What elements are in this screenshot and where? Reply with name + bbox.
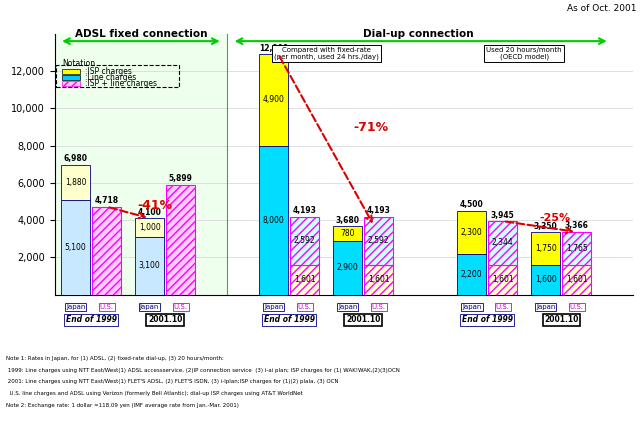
Text: 2001.10: 2001.10: [544, 315, 579, 324]
Text: Note 1: Rates in Japan, for (1) ADSL, (2) fixed-rate dial-up, (3) 20 hours/month: Note 1: Rates in Japan, for (1) ADSL, (2…: [6, 356, 224, 361]
Text: 3,100: 3,100: [139, 261, 161, 270]
Bar: [55, 34, 227, 295]
Text: End of 1999: End of 1999: [66, 315, 116, 324]
Text: :ISP charges: :ISP charges: [85, 67, 132, 76]
Text: 2001.10: 2001.10: [346, 315, 381, 324]
Text: U.S.: U.S.: [496, 304, 510, 310]
Bar: [61, 200, 90, 295]
Text: 1,601: 1,601: [368, 275, 390, 284]
Bar: [61, 165, 90, 200]
Text: -25%: -25%: [539, 213, 571, 223]
Text: 8,000: 8,000: [263, 216, 285, 225]
Text: Japan: Japan: [462, 304, 482, 310]
Text: U.S.: U.S.: [570, 304, 584, 310]
Text: 4,500: 4,500: [460, 200, 484, 209]
Text: 5,899: 5,899: [168, 174, 192, 183]
Bar: [562, 232, 592, 265]
Bar: [457, 211, 486, 254]
Text: Notation: Notation: [62, 59, 95, 68]
Bar: [364, 265, 394, 295]
Text: 2,200: 2,200: [461, 270, 483, 279]
Text: 1,880: 1,880: [65, 178, 86, 187]
Text: Used 20 hours/month
(OECD model): Used 20 hours/month (OECD model): [487, 47, 562, 60]
Text: Compared with fixed-rate
(per month, used 24 hrs./day): Compared with fixed-rate (per month, use…: [274, 47, 379, 60]
Text: 5,100: 5,100: [65, 242, 87, 252]
Text: As of Oct. 2001: As of Oct. 2001: [567, 4, 637, 13]
Bar: [166, 185, 195, 295]
Text: U.S.: U.S.: [174, 304, 188, 310]
Text: 2,344: 2,344: [492, 239, 514, 248]
Text: 780: 780: [340, 229, 355, 238]
Text: 3,350: 3,350: [534, 222, 557, 231]
Text: 4,900: 4,900: [263, 96, 285, 104]
Text: Japan: Japan: [338, 304, 358, 310]
Text: Japan: Japan: [66, 304, 86, 310]
Text: 1,601: 1,601: [566, 275, 588, 284]
Text: 2001: Line charges using NTT East/West(1) FLET'S ADSL, (2) FLET'S ISDN, (3) i-lp: 2001: Line charges using NTT East/West(1…: [6, 379, 339, 384]
Text: 1,765: 1,765: [566, 244, 588, 253]
Text: 1,750: 1,750: [535, 244, 557, 253]
Text: 1,601: 1,601: [492, 275, 514, 284]
Bar: [62, 75, 80, 80]
Bar: [259, 146, 288, 295]
Bar: [290, 265, 320, 295]
Text: :Line charges: :Line charges: [85, 73, 136, 82]
Text: 2001.10: 2001.10: [148, 315, 182, 324]
Bar: [259, 54, 288, 146]
Text: 3,366: 3,366: [565, 221, 589, 230]
Bar: [55, 65, 179, 87]
Text: 4,193: 4,193: [293, 206, 317, 215]
Text: 1,000: 1,000: [139, 223, 161, 232]
Text: Japan: Japan: [140, 304, 159, 310]
Text: 1,600: 1,600: [535, 275, 557, 284]
Text: U.S.: U.S.: [298, 304, 312, 310]
Text: 1,601: 1,601: [294, 275, 316, 284]
Text: 4,193: 4,193: [367, 206, 391, 215]
Bar: [531, 232, 560, 265]
Bar: [92, 207, 122, 295]
Bar: [488, 265, 518, 295]
Bar: [62, 69, 80, 74]
Text: 6,980: 6,980: [64, 154, 87, 163]
Text: U.S.: U.S.: [372, 304, 386, 310]
Bar: [531, 265, 560, 295]
Bar: [62, 81, 80, 86]
Bar: [333, 226, 362, 241]
Text: 3,945: 3,945: [491, 210, 514, 220]
Text: 2,300: 2,300: [461, 228, 483, 237]
Bar: [135, 218, 164, 237]
Text: 12,900: 12,900: [259, 44, 288, 53]
Text: U.S. line charges and ADSL using Verizon (formerly Bell Atlantic); dial-up ISP c: U.S. line charges and ADSL using Verizon…: [6, 391, 303, 396]
Text: Japan: Japan: [536, 304, 556, 310]
Text: 4,718: 4,718: [95, 196, 119, 205]
Text: :ISP + line charges: :ISP + line charges: [85, 79, 157, 88]
Bar: [290, 216, 320, 265]
Bar: [364, 216, 394, 265]
Text: 1999: Line charges using NTT East/West(1) ADSL accessservice, (2)IP connection s: 1999: Line charges using NTT East/West(1…: [6, 368, 401, 373]
Text: Dial-up connection: Dial-up connection: [363, 29, 474, 39]
Text: ADSL fixed connection: ADSL fixed connection: [75, 29, 207, 39]
Text: 2,592: 2,592: [368, 236, 390, 245]
Bar: [488, 221, 518, 265]
Text: End of 1999: End of 1999: [462, 315, 513, 324]
Text: U.S.: U.S.: [100, 304, 114, 310]
Bar: [135, 237, 164, 295]
Text: Note 2: Exchange rate: 1 dollar =118.09 yen (IMF average rate from Jan.-Mar. 200: Note 2: Exchange rate: 1 dollar =118.09 …: [6, 403, 239, 408]
Text: 3,680: 3,680: [336, 216, 359, 224]
Text: 2,592: 2,592: [294, 236, 316, 245]
Text: -41%: -41%: [137, 199, 172, 212]
Bar: [457, 254, 486, 295]
Text: 2,900: 2,900: [337, 263, 359, 272]
Text: -71%: -71%: [354, 121, 389, 134]
Bar: [562, 265, 592, 295]
Text: 4,100: 4,100: [138, 208, 161, 217]
Bar: [333, 241, 362, 295]
Text: End of 1999: End of 1999: [264, 315, 314, 324]
Text: Japan: Japan: [264, 304, 284, 310]
